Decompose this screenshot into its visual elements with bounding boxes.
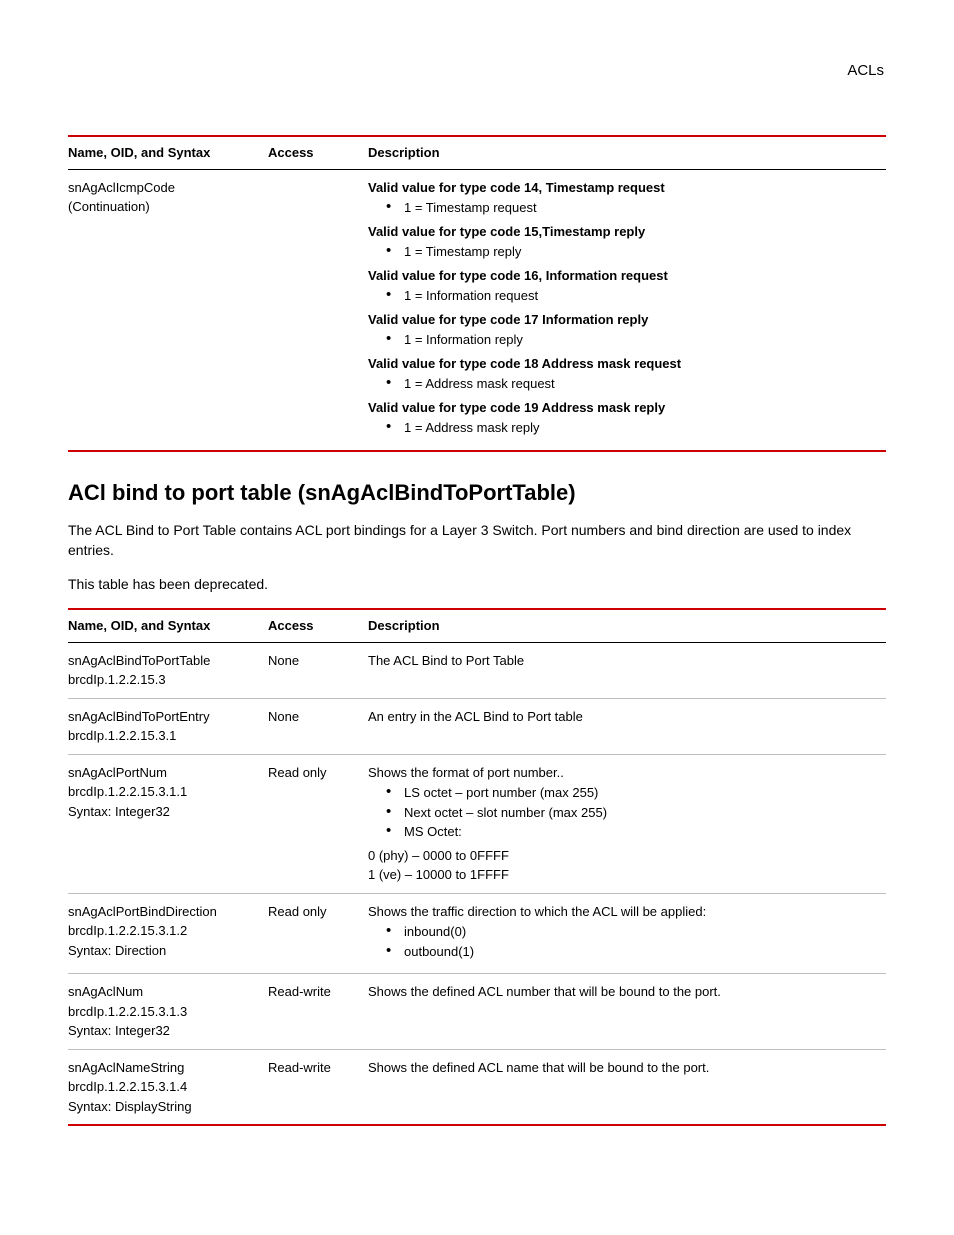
name-line: brcdIp.1.2.2.15.3.1.4 [68, 1077, 264, 1097]
name-line: snAgAclBindToPortTable [68, 651, 264, 671]
t2-header-access: Access [268, 609, 368, 642]
name-line: brcdIp.1.2.2.15.3.1.2 [68, 921, 264, 941]
table-row: snAgAclBindToPortTablebrcdIp.1.2.2.15.3N… [68, 642, 886, 698]
table-row: snAgAclBindToPortEntrybrcdIp.1.2.2.15.3.… [68, 698, 886, 754]
desc-bullet-item: 1 = Address mask reply [386, 418, 882, 438]
table-row: snAgAclIcmpCode (Continuation) Valid val… [68, 169, 886, 451]
table-row: snAgAclNumbrcdIp.1.2.2.15.3.1.3Syntax: I… [68, 974, 886, 1050]
desc-bullet-list: inbound(0)outbound(1) [368, 922, 882, 961]
desc-bullet-list: 1 = Address mask request [368, 374, 882, 394]
desc-bullet-list: 1 = Timestamp reply [368, 242, 882, 262]
desc-text: The ACL Bind to Port Table [368, 651, 882, 671]
access-cell: None [268, 698, 368, 754]
name-line: Syntax: Integer32 [68, 1021, 264, 1041]
name-line: brcdIp.1.2.2.15.3.1.3 [68, 1002, 264, 1022]
t2-header-name: Name, OID, and Syntax [68, 609, 268, 642]
access-cell: Read only [268, 893, 368, 974]
name-line: Syntax: Integer32 [68, 802, 264, 822]
name-line: Syntax: Direction [68, 941, 264, 961]
table-row: snAgAclPortBindDirectionbrcdIp.1.2.2.15.… [68, 893, 886, 974]
desc-subtitle: Valid value for type code 17 Information… [368, 310, 882, 330]
section-para-2: This table has been deprecated. [68, 574, 886, 594]
name-line: snAgAclPortNum [68, 763, 264, 783]
table-row: snAgAclNameStringbrcdIp.1.2.2.15.3.1.4Sy… [68, 1049, 886, 1125]
desc-bullet-item: 1 = Address mask request [386, 374, 882, 394]
desc-bullet-list: 1 = Address mask reply [368, 418, 882, 438]
desc-text: Shows the defined ACL name that will be … [368, 1058, 882, 1078]
name-line: snAgAclPortBindDirection [68, 902, 264, 922]
desc-subtitle: Valid value for type code 18 Address mas… [368, 354, 882, 374]
desc-bullet-item: 1 = Information request [386, 286, 882, 306]
name-line: snAgAclNameString [68, 1058, 264, 1078]
desc-bullet-item: LS octet – port number (max 255) [386, 783, 882, 803]
access-cell: Read-write [268, 1049, 368, 1125]
desc-bullet-list: 1 = Information reply [368, 330, 882, 350]
bind-to-port-table: Name, OID, and Syntax Access Description… [68, 608, 886, 1126]
name-line: brcdIp.1.2.2.15.3.1.1 [68, 782, 264, 802]
t1-name-line1: snAgAclIcmpCode [68, 178, 264, 198]
desc-bullet-item: 1 = Timestamp request [386, 198, 882, 218]
icmp-continuation-table: Name, OID, and Syntax Access Description… [68, 135, 886, 452]
t1-access [268, 169, 368, 451]
t1-header-access: Access [268, 136, 368, 169]
name-line: snAgAclBindToPortEntry [68, 707, 264, 727]
desc-bullet-item: 1 = Information reply [386, 330, 882, 350]
desc-tail-line: 0 (phy) – 0000 to 0FFFF [368, 846, 882, 866]
name-line: Syntax: DisplayString [68, 1097, 264, 1117]
desc-bullet-item: inbound(0) [386, 922, 882, 942]
desc-bullet-item: 1 = Timestamp reply [386, 242, 882, 262]
access-cell: Read only [268, 754, 368, 893]
desc-text: An entry in the ACL Bind to Port table [368, 707, 882, 727]
desc-tail-line: 1 (ve) – 10000 to 1FFFF [368, 865, 882, 885]
t2-header-desc: Description [368, 609, 886, 642]
t1-header-name: Name, OID, and Syntax [68, 136, 268, 169]
desc-subtitle: Valid value for type code 14, Timestamp … [368, 178, 882, 198]
access-cell: Read-write [268, 974, 368, 1050]
desc-bullet-item: MS Octet: [386, 822, 882, 842]
desc-text: Shows the defined ACL number that will b… [368, 982, 882, 1002]
desc-bullet-list: 1 = Information request [368, 286, 882, 306]
desc-subtitle: Valid value for type code 15,Timestamp r… [368, 222, 882, 242]
desc-bullet-list: LS octet – port number (max 255)Next oct… [368, 783, 882, 842]
table-row: snAgAclPortNumbrcdIp.1.2.2.15.3.1.1Synta… [68, 754, 886, 893]
name-line: brcdIp.1.2.2.15.3 [68, 670, 264, 690]
desc-bullet-item: Next octet – slot number (max 255) [386, 803, 882, 823]
t1-name-line2: (Continuation) [68, 197, 264, 217]
desc-subtitle: Valid value for type code 19 Address mas… [368, 398, 882, 418]
desc-subtitle: Valid value for type code 16, Informatio… [368, 266, 882, 286]
desc-bullet-list: 1 = Timestamp request [368, 198, 882, 218]
name-line: snAgAclNum [68, 982, 264, 1002]
page-header-right: ACLs [68, 62, 886, 79]
desc-text: Shows the traffic direction to which the… [368, 902, 882, 922]
name-line: brcdIp.1.2.2.15.3.1 [68, 726, 264, 746]
section-title: ACl bind to port table (snAgAclBindToPor… [68, 480, 886, 506]
access-cell: None [268, 642, 368, 698]
section-para-1: The ACL Bind to Port Table contains ACL … [68, 520, 886, 561]
t1-header-desc: Description [368, 136, 886, 169]
desc-bullet-item: outbound(1) [386, 942, 882, 962]
desc-text: Shows the format of port number.. [368, 763, 882, 783]
